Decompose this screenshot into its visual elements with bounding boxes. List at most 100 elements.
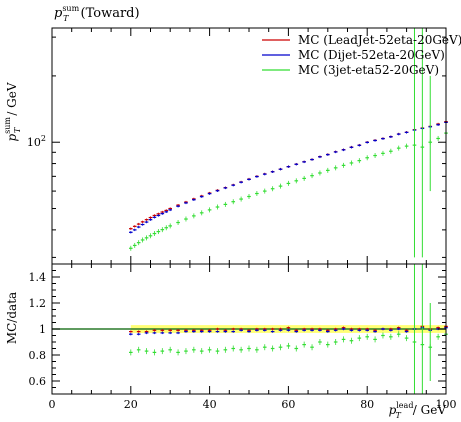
- main-point: [132, 228, 137, 232]
- ratio-point: [136, 346, 141, 353]
- ratio-point: [176, 329, 180, 332]
- ratio-point: [365, 333, 369, 340]
- ratio-point: [270, 330, 275, 333]
- ratio-point: [199, 330, 204, 333]
- main-point: [365, 155, 369, 161]
- ratio-point: [160, 331, 165, 335]
- main-point: [341, 162, 346, 168]
- ratio-point: [310, 344, 314, 351]
- ratio-point: [192, 346, 196, 353]
- main-point: [262, 172, 267, 176]
- main-point: [310, 158, 314, 161]
- x-tick-label: 60: [281, 398, 295, 411]
- main-point: [156, 229, 161, 235]
- x-tick-label: 40: [203, 398, 217, 411]
- ratio-point: [176, 331, 180, 335]
- ratio-point: [341, 336, 346, 343]
- x-tick-label: 80: [360, 398, 374, 411]
- main-point: [373, 139, 377, 142]
- main-point: [357, 144, 362, 147]
- ratio-point: [223, 330, 228, 333]
- ratio-y-tick-label: 1.4: [29, 271, 47, 284]
- main-title: psum T (Toward): [54, 4, 140, 23]
- main-point: [148, 233, 153, 239]
- ratio-point: [247, 345, 251, 352]
- ratio-y-tick-label: 0.6: [29, 375, 47, 388]
- ratio-point: [286, 326, 291, 329]
- main-point: [215, 204, 220, 210]
- ratio-point: [215, 330, 220, 333]
- main-title-text: psum T (Toward): [54, 4, 140, 23]
- main-plot-area: [129, 28, 448, 258]
- ratio-point: [373, 330, 377, 333]
- main-point: [164, 210, 169, 214]
- ratio-point: [294, 330, 299, 333]
- ratio-point: [404, 330, 409, 333]
- ratio-point: [231, 327, 236, 331]
- main-point: [373, 153, 377, 159]
- main-point: [333, 165, 338, 171]
- main-point: [286, 180, 291, 186]
- ratio-point: [168, 329, 172, 332]
- main-y-axis-label-text: psumT/ GeV: [3, 82, 22, 141]
- ratio-point: [286, 329, 291, 332]
- ratio-point: [318, 329, 322, 332]
- ratio-point: [231, 330, 236, 333]
- main-point: [176, 220, 180, 226]
- main-point: [357, 158, 362, 164]
- ratio-point: [144, 331, 149, 335]
- main-point: [207, 207, 212, 213]
- main-point: [294, 178, 299, 184]
- main-panel: psum T (Toward) 102 psumT/ GeV MC (LeadJet…: [3, 4, 461, 265]
- main-point: [389, 135, 393, 139]
- main-point: [129, 231, 133, 234]
- ratio-point: [136, 333, 141, 336]
- main-series-2-large-errors: [413, 28, 431, 258]
- main-point: [144, 235, 149, 241]
- ratio-point: [381, 332, 385, 339]
- ratio-y-tick-label: 1: [39, 323, 46, 336]
- ratio-point: [270, 327, 275, 331]
- main-point: [144, 220, 149, 224]
- ratio-point: [262, 344, 267, 351]
- ratio-point: [373, 336, 377, 343]
- main-point: [404, 143, 409, 149]
- main-point: [184, 201, 188, 205]
- ratio-point: [278, 329, 283, 332]
- main-point: [239, 181, 243, 184]
- main-point: [160, 212, 165, 215]
- ratio-y-tick-label: 0.8: [29, 349, 47, 362]
- main-point: [278, 183, 283, 189]
- ratio-point: [207, 346, 212, 353]
- main-series-0: [129, 120, 448, 230]
- ratio-point: [152, 349, 157, 356]
- main-series-2: [129, 130, 448, 251]
- ratio-point: [129, 330, 133, 333]
- main-point: [381, 150, 385, 156]
- ratio-point: [168, 331, 172, 335]
- ratio-y-axis-label: MC/data: [5, 292, 19, 344]
- ratio-point: [326, 330, 330, 333]
- main-point: [294, 163, 299, 166]
- main-point: [132, 242, 137, 248]
- ratio-point: [255, 329, 259, 332]
- ratio-point: [341, 327, 346, 331]
- main-point: [160, 227, 165, 233]
- ratio-point: [333, 339, 338, 345]
- main-point: [192, 198, 196, 201]
- ratio-point: [239, 346, 243, 353]
- ratio-point: [389, 333, 393, 340]
- main-point: [389, 148, 393, 154]
- ratio-point: [215, 327, 220, 331]
- ratio-point: [404, 335, 409, 342]
- ratio-point: [152, 329, 157, 332]
- ratio-point: [310, 329, 314, 332]
- main-point: [349, 146, 354, 149]
- main-point: [302, 160, 306, 164]
- main-point: [239, 196, 243, 202]
- x-axis-label-text: plead T / GeV: [389, 401, 447, 420]
- ratio-point: [129, 333, 133, 336]
- ratio-point: [349, 329, 354, 332]
- main-point: [247, 194, 251, 200]
- main-point: [164, 225, 169, 231]
